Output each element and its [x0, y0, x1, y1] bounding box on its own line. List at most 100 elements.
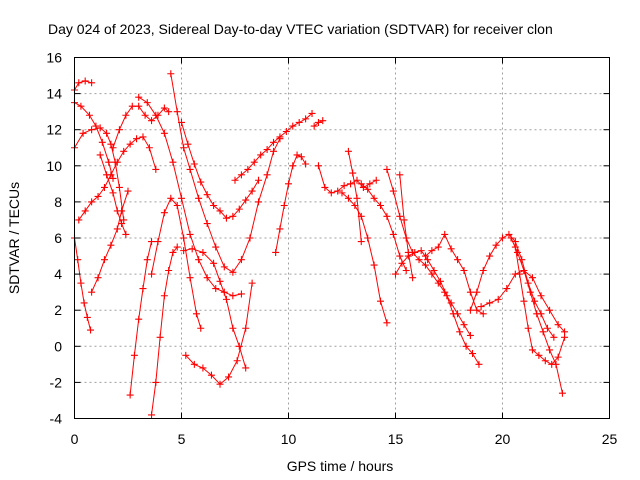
data-point — [96, 151, 104, 159]
data-point — [531, 297, 539, 305]
series-trace — [347, 151, 362, 242]
data-point — [383, 319, 391, 327]
data-point — [190, 360, 198, 368]
series-trace — [395, 250, 480, 365]
data-point — [244, 165, 252, 173]
series-arc-30 — [507, 234, 566, 397]
y-tick-label: 16 — [46, 50, 62, 66]
data-point — [103, 129, 111, 137]
data-point — [74, 256, 82, 264]
data-point — [126, 140, 134, 148]
data-point — [270, 138, 278, 146]
data-point — [415, 256, 423, 264]
data-point — [235, 342, 243, 350]
data-point — [366, 180, 374, 188]
data-point — [165, 266, 173, 274]
data-point — [434, 243, 442, 251]
data-point — [178, 118, 185, 126]
data-point — [246, 234, 254, 242]
data-point — [554, 353, 562, 361]
data-point — [203, 191, 211, 199]
data-point — [289, 122, 297, 130]
chart-title: Day 024 of 2023, Sidereal Day-to-day VTE… — [48, 21, 553, 37]
data-point — [411, 248, 419, 256]
data-point — [77, 102, 85, 110]
data-point — [145, 144, 153, 152]
data-point — [143, 99, 151, 107]
series-trace — [129, 241, 152, 396]
data-point — [528, 274, 536, 282]
data-point — [314, 118, 322, 126]
data-point — [143, 256, 151, 264]
series-trace — [112, 105, 170, 148]
data-point — [192, 310, 200, 318]
y-tick-label: -4 — [50, 411, 63, 427]
data-point — [154, 238, 162, 246]
data-point — [289, 162, 297, 170]
data-point — [173, 243, 181, 251]
data-point — [130, 351, 138, 359]
data-point — [182, 351, 190, 359]
data-point — [216, 207, 224, 215]
data-point — [477, 303, 485, 311]
data-point — [109, 174, 117, 182]
series-arc-12 — [148, 194, 205, 332]
data-point — [152, 165, 160, 173]
data-point — [133, 135, 141, 143]
data-point — [276, 133, 284, 141]
data-point — [516, 270, 524, 278]
data-point — [263, 146, 271, 154]
data-point — [173, 108, 181, 116]
data-point — [229, 292, 237, 300]
y-tick-label: 4 — [54, 266, 62, 282]
data-point — [77, 279, 85, 287]
data-point — [167, 70, 175, 78]
data-point — [507, 234, 515, 242]
series-arc-04 — [71, 234, 95, 334]
data-point — [270, 147, 278, 155]
data-point — [122, 230, 130, 238]
series-arc-06 — [88, 187, 132, 296]
y-tick-label: 8 — [54, 194, 62, 210]
data-point — [389, 187, 397, 195]
data-point — [520, 297, 528, 305]
data-point — [184, 140, 192, 148]
data-point — [511, 243, 519, 251]
data-point — [83, 313, 91, 321]
data-point — [197, 178, 205, 186]
data-point — [257, 151, 265, 159]
data-point — [135, 315, 143, 323]
data-point — [94, 192, 102, 200]
data-point — [417, 247, 425, 255]
data-point — [460, 266, 468, 274]
series-arc-18 — [272, 151, 310, 256]
data-point — [353, 194, 361, 202]
series-arc-25 — [392, 247, 483, 368]
data-point — [302, 160, 310, 168]
data-point — [186, 230, 194, 238]
data-point — [103, 171, 111, 179]
data-point — [237, 171, 245, 179]
data-point — [122, 111, 130, 119]
data-point — [169, 248, 177, 256]
series-arc-31 — [511, 243, 569, 368]
series-arc-23 — [357, 180, 410, 274]
data-point — [344, 194, 352, 202]
y-tick-label: -2 — [50, 374, 63, 390]
data-point — [80, 299, 88, 307]
data-point — [94, 274, 102, 282]
data-point — [357, 238, 365, 246]
data-point — [319, 117, 327, 125]
data-point — [486, 252, 494, 260]
data-point — [216, 380, 224, 388]
data-point — [349, 169, 357, 177]
data-point — [396, 252, 404, 260]
data-point — [186, 274, 194, 282]
data-point — [109, 189, 117, 197]
series-trace — [514, 246, 566, 366]
data-point — [428, 247, 436, 255]
series-trace — [318, 165, 377, 194]
data-point — [113, 158, 121, 166]
data-point — [421, 261, 429, 269]
data-point — [229, 212, 237, 220]
